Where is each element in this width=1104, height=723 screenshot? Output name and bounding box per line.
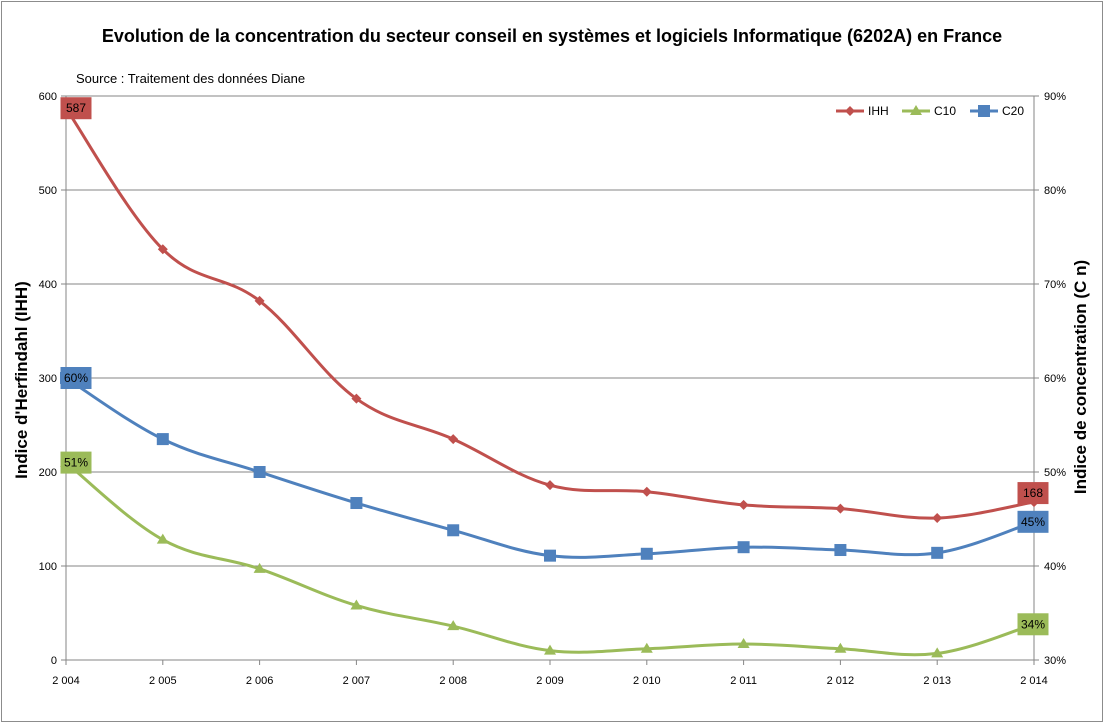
data-point-ihh — [254, 295, 265, 306]
series-line-c10 — [65, 461, 1035, 657]
x-tick-label: 2 008 — [439, 675, 467, 687]
y-tick-label: 600 — [39, 91, 57, 103]
y2-tick-label: 80% — [1044, 185, 1066, 197]
data-point-c20 — [447, 524, 460, 537]
x-tick-label: 2 013 — [923, 675, 951, 687]
data-label-c10: 51% — [60, 451, 92, 474]
data-point-ihh — [157, 244, 168, 255]
data-point-c20 — [156, 433, 169, 446]
x-tick-label: 2 012 — [827, 675, 855, 687]
x-tick-label: 2 004 — [52, 675, 80, 687]
data-label-box — [1017, 613, 1049, 636]
data-point-c10 — [931, 647, 944, 658]
x-tick-label: 2 009 — [536, 675, 564, 687]
data-point-c10 — [156, 533, 169, 544]
data-label-text: 51% — [64, 456, 88, 470]
y-tick-label: 0 — [51, 655, 57, 667]
data-label-text: 60% — [64, 371, 88, 385]
y2-tick-label: 60% — [1044, 373, 1066, 385]
legend-label: C20 — [1002, 104, 1024, 118]
data-point-c10 — [544, 644, 556, 655]
data-point-c20 — [931, 546, 944, 559]
x-tick-label: 2 011 — [730, 675, 757, 687]
data-point-c10 — [640, 642, 653, 653]
legend-label: C10 — [934, 104, 956, 118]
legend-entry-c10: C10 — [902, 104, 956, 118]
data-label-ihh: 168 — [1017, 482, 1049, 505]
data-point-c10 — [253, 562, 266, 573]
data-point-ihh — [641, 486, 652, 497]
y2-axis-title: Indice de concentration (C n) — [1071, 260, 1090, 494]
left-axis-ticks: 0 100 200 300 400 500 600 — [39, 91, 66, 667]
x-tick-label: 2 010 — [633, 675, 661, 687]
data-point-c20 — [253, 466, 266, 478]
y2-tick-label: 70% — [1044, 279, 1066, 291]
data-label-text: 45% — [1021, 515, 1045, 529]
chart-subtitle: Source : Traitement des données Diane — [76, 71, 306, 86]
data-point-ihh — [351, 393, 362, 404]
data-point-ihh — [738, 499, 749, 510]
series-markers — [60, 103, 1040, 658]
data-point-c10 — [447, 620, 460, 631]
data-point-c20 — [737, 541, 750, 554]
legend: IHH C10 C20 — [836, 104, 1024, 118]
legend-entry-c20: C20 — [970, 104, 1024, 118]
data-point-c10 — [834, 642, 847, 653]
data-label-box — [1017, 510, 1049, 533]
series-line-c20 — [65, 376, 1035, 559]
data-point-c20 — [544, 549, 556, 562]
data-point-ihh — [545, 480, 555, 491]
data-point-c10 — [737, 638, 750, 649]
data-label-box — [60, 97, 92, 120]
legend-marker — [845, 106, 855, 116]
data-labels: 587 168 60% 45% 51% 34% — [60, 97, 1049, 636]
y-tick-label: 500 — [39, 185, 57, 197]
y2-tick-label: 30% — [1044, 655, 1066, 667]
data-label-text: 168 — [1023, 486, 1043, 500]
y-tick-label: 200 — [39, 467, 57, 479]
legend-marker — [910, 105, 922, 115]
data-point-c20 — [834, 544, 847, 557]
x-axis-ticks: 2 004 2 005 2 006 2 007 2 008 2 009 2 010 2 011… — [52, 660, 1048, 687]
right-axis-ticks: 30% 40% 50% 60% 70% 80% 90% — [1034, 91, 1066, 667]
x-tick-label: 2 005 — [149, 675, 177, 687]
x-tick-label: 2 007 — [343, 675, 371, 687]
x-tick-label: 2 006 — [246, 675, 274, 687]
y-tick-label: 100 — [39, 561, 57, 573]
legend-entry-ihh: IHH — [836, 104, 889, 118]
data-point-c20 — [640, 547, 653, 560]
legend-label: IHH — [868, 104, 889, 118]
data-label-text: 34% — [1021, 617, 1045, 631]
data-point-c20 — [350, 497, 363, 510]
y2-tick-label: 40% — [1044, 561, 1066, 573]
data-label-c10: 34% — [1017, 613, 1049, 636]
y-tick-label: 300 — [39, 373, 57, 385]
data-point-c10 — [350, 599, 363, 610]
data-label-box — [60, 451, 92, 474]
y2-tick-label: 90% — [1044, 91, 1066, 103]
data-point-ihh — [835, 503, 846, 514]
data-label-box — [1017, 482, 1049, 505]
data-label-text: 587 — [66, 101, 86, 115]
y-tick-label: 400 — [39, 279, 57, 291]
chart-title: Evolution de la concentration du secteur… — [101, 26, 1003, 46]
data-label-c20: 60% — [60, 367, 92, 389]
y-axis-title: Indice d'Herfindahl (IHH) — [12, 281, 31, 479]
legend-marker — [978, 105, 990, 117]
data-label-box — [60, 367, 92, 389]
data-label-c20: 45% — [1017, 510, 1049, 533]
data-point-ihh — [448, 434, 459, 445]
series-line-ihh — [64, 107, 1035, 520]
gridlines — [66, 95, 1034, 661]
y2-tick-label: 50% — [1044, 467, 1066, 479]
data-point-ihh — [932, 513, 943, 524]
x-tick-label: 2 014 — [1020, 675, 1048, 687]
data-label-ihh: 587 — [60, 97, 92, 120]
series-lines — [64, 107, 1035, 657]
